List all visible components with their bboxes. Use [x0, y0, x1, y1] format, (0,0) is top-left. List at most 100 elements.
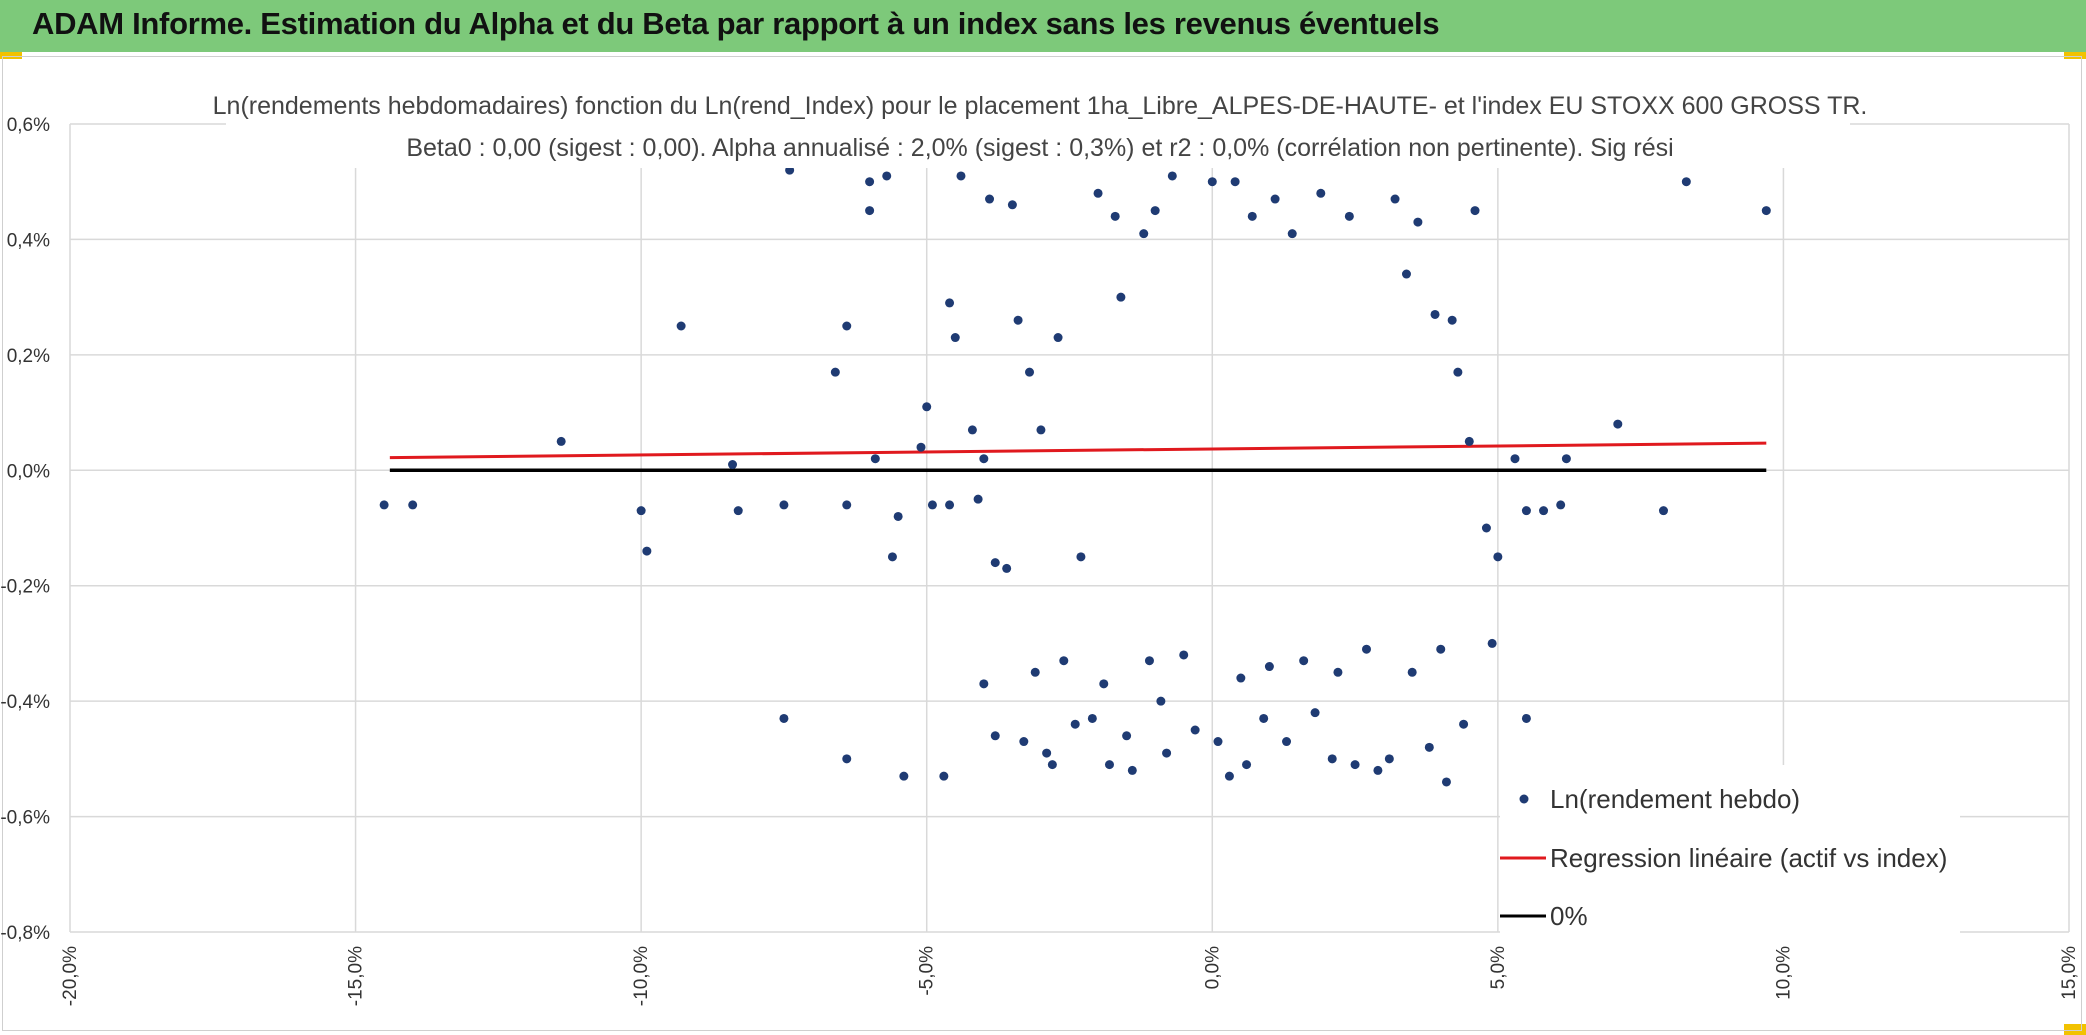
data-point [1047, 760, 1057, 770]
corner-accent [2064, 52, 2086, 59]
data-point [779, 713, 789, 723]
corner-accent [0, 52, 22, 59]
data-point [887, 552, 897, 562]
data-point [1481, 523, 1491, 533]
data-point [733, 506, 743, 516]
data-point [1116, 292, 1126, 302]
chart-subtitle: Beta0 : 0,00 (sigest : 0,00). Alpha annu… [406, 134, 1673, 162]
data-point [1007, 200, 1017, 210]
data-point [1487, 638, 1497, 648]
data-point [676, 321, 686, 331]
data-point [865, 177, 875, 187]
data-point [1390, 194, 1400, 204]
data-point [636, 506, 646, 516]
data-point [1070, 719, 1080, 729]
x-tick-label: -10,0% [631, 946, 652, 1006]
data-point [1162, 748, 1172, 758]
data-point [842, 321, 852, 331]
data-point [865, 206, 875, 216]
chart-frame [2, 56, 2082, 1031]
data-point [1053, 333, 1063, 343]
data-point [1384, 754, 1394, 764]
data-point [556, 436, 566, 446]
data-point [1036, 425, 1046, 435]
corner-accent [2064, 1024, 2086, 1035]
x-tick-label: -15,0% [346, 946, 367, 1006]
legend-label-regression: Regression linéaire (actif vs index) [1550, 843, 1947, 873]
data-point [1299, 656, 1309, 666]
y-tick-label: -0,6% [0, 808, 50, 829]
y-tick-label: 0,2% [7, 346, 50, 367]
data-point [916, 442, 926, 452]
data-point [1150, 206, 1160, 216]
data-point [1242, 760, 1252, 770]
x-tick-label: 10,0% [1773, 946, 1794, 1000]
data-point [1681, 177, 1691, 187]
data-point [945, 298, 955, 308]
data-point [1447, 315, 1457, 325]
data-point [967, 425, 977, 435]
data-point [1190, 725, 1200, 735]
data-point [1333, 667, 1343, 677]
data-point [1127, 765, 1137, 775]
data-point [1167, 171, 1177, 181]
data-point [939, 771, 949, 781]
data-point [1013, 315, 1023, 325]
y-tick-label: -0,2% [0, 577, 50, 598]
data-point [1613, 419, 1623, 429]
data-point [1407, 667, 1417, 677]
data-point [379, 500, 389, 510]
data-point [1761, 206, 1771, 216]
data-point [950, 333, 960, 343]
data-point [1413, 217, 1423, 227]
data-point [870, 454, 880, 464]
data-point [1561, 454, 1571, 464]
data-point [1236, 673, 1246, 683]
data-point [979, 454, 989, 464]
data-point [1093, 188, 1103, 198]
axis-labels: 0,6% 0,4% 0,2% 0,0% -0,2% -0,4% -0,6% -0,8% -20,… [0, 115, 2080, 1006]
data-point [779, 500, 789, 510]
y-tick-label: 0,0% [7, 461, 50, 482]
data-point [1019, 737, 1029, 747]
data-point [1287, 229, 1297, 239]
data-point [1658, 506, 1668, 516]
data-point [956, 171, 966, 181]
data-point [973, 494, 983, 504]
legend-label-zero: 0% [1550, 901, 1588, 931]
data-point [1350, 760, 1360, 770]
data-point [1270, 194, 1280, 204]
data-point [979, 679, 989, 689]
data-point [1179, 650, 1189, 660]
data-point [1436, 644, 1446, 654]
legend-point-marker [1519, 794, 1529, 804]
y-tick-label: -0,8% [0, 923, 50, 944]
x-tick-label: -5,0% [917, 946, 938, 996]
report-title: ADAM Informe. Estimation du Alpha et du … [32, 6, 1440, 41]
data-point [922, 402, 932, 412]
data-point [1459, 719, 1469, 729]
data-point [1076, 552, 1086, 562]
data-point [1424, 742, 1434, 752]
data-point [1327, 754, 1337, 764]
grid-lines [69, 123, 2070, 933]
data-point [842, 500, 852, 510]
data-point [1230, 177, 1240, 187]
data-point [1213, 737, 1223, 747]
data-point [1122, 731, 1132, 741]
data-point [1493, 552, 1503, 562]
data-point [1464, 436, 1474, 446]
data-point [1556, 500, 1566, 510]
data-point [830, 367, 840, 377]
chart-title-block: Ln(rendements hebdomadaires) fonction du… [213, 88, 1867, 168]
y-tick-label: 0,6% [7, 115, 50, 136]
data-point [1087, 713, 1097, 723]
data-point [945, 500, 955, 510]
data-point [1025, 367, 1035, 377]
data-point [1259, 713, 1269, 723]
data-point [842, 754, 852, 764]
data-point [1344, 211, 1354, 221]
data-point [1316, 188, 1326, 198]
report-banner: ADAM Informe. Estimation du Alpha et du … [0, 0, 2086, 52]
